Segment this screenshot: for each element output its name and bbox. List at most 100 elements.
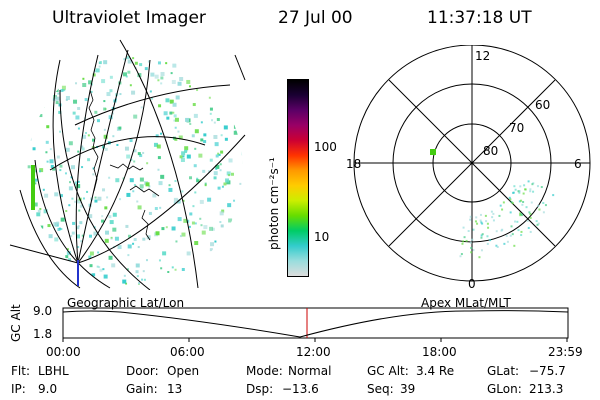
emission-pixel [208, 96, 211, 99]
polar-emission-pixel [472, 228, 475, 231]
emission-pixel [142, 151, 145, 154]
emission-pixel [225, 86, 229, 90]
emission-pixel [129, 84, 132, 87]
emission-pixel [126, 56, 130, 60]
emission-pixel [160, 267, 163, 270]
polar-emission-pixel [511, 202, 514, 205]
emission-pixel [236, 79, 240, 83]
emission-pixel [39, 114, 43, 118]
glat-label: GLat: [487, 364, 520, 378]
emission-pixel [211, 227, 215, 231]
lat-label-70: 70 [509, 121, 524, 135]
emission-pixel [56, 155, 60, 159]
emission-pixel [65, 255, 69, 259]
emission-pixel [68, 258, 72, 262]
emission-pixel [174, 137, 178, 141]
emission-pixel [98, 65, 101, 68]
emission-pixel [192, 103, 196, 107]
emission-pixel [42, 188, 45, 191]
emission-pixel [148, 211, 152, 215]
emission-pixel [59, 130, 62, 133]
emission-pixel [184, 146, 189, 151]
emission-pixel [132, 242, 135, 245]
emission-pixel [227, 275, 232, 280]
emission-pixel [240, 96, 243, 100]
emission-pixel [115, 178, 120, 183]
emission-pixel [194, 191, 197, 194]
emission-pixel [86, 275, 90, 279]
polar-emission-pixel [544, 204, 547, 207]
polar-emission-pixel [518, 191, 521, 194]
emission-pixel [173, 119, 176, 122]
polar-emission-pixel [502, 201, 505, 204]
polar-emission-pixel [489, 239, 492, 242]
emission-pixel [28, 137, 32, 141]
emission-pixel [28, 229, 33, 234]
emission-pixel [77, 150, 80, 153]
emission-pixel [217, 93, 220, 96]
emission-pixel [60, 89, 64, 93]
emission-pixel [186, 251, 191, 256]
emission-pixel [228, 158, 233, 163]
emission-pixel [62, 76, 66, 80]
seq-value: 39 [400, 382, 416, 396]
emission-pixel [174, 117, 179, 122]
emission-pixel [64, 172, 67, 175]
emission-pixel [98, 266, 101, 269]
emission-pixel [160, 76, 164, 80]
emission-pixel [86, 281, 89, 284]
emission-pixel [173, 201, 176, 204]
emission-pixel [165, 98, 170, 103]
emission-pixel [98, 61, 102, 65]
emission-pixel [84, 98, 88, 102]
emission-pixel [34, 178, 38, 182]
emission-pixel [123, 274, 126, 277]
emission-pixel [196, 179, 200, 183]
emission-pixel [126, 154, 131, 159]
emission-pixel [94, 199, 98, 203]
emission-pixel [165, 62, 168, 65]
emission-pixel [216, 118, 220, 122]
emission-pixel [79, 221, 83, 225]
emission-pixel [220, 94, 225, 99]
emission-pixel [88, 80, 93, 85]
emission-pixel [243, 153, 247, 157]
emission-pixel [62, 55, 66, 59]
emission-pixel [230, 172, 234, 176]
emission-pixel [242, 217, 243, 222]
polar-emission-pixel [524, 188, 527, 191]
emission-pixel [166, 116, 170, 120]
emission-pixel [70, 234, 73, 237]
polar-emission-pixel [509, 198, 512, 201]
emission-pixel [82, 134, 87, 139]
emission-pixel [96, 265, 99, 268]
emission-pixel [119, 198, 122, 201]
emission-pixel [127, 234, 131, 238]
glon-label: GLon: [487, 382, 522, 396]
emission-pixel [99, 268, 103, 272]
emission-pixel [160, 132, 163, 135]
polar-emission-pixel [460, 253, 463, 256]
emission-pixel [69, 181, 72, 184]
emission-pixel [174, 180, 177, 183]
polar-emission-dots [459, 180, 555, 259]
polar-emission-pixel [480, 234, 483, 237]
emission-pixel [135, 270, 139, 274]
emission-pixel [85, 131, 88, 134]
colorbar-tick-100: 100 [314, 140, 337, 154]
emission-pixel [27, 165, 31, 169]
emission-pixel [44, 193, 49, 198]
gain-value: 13 [167, 382, 183, 396]
emission-pixel [174, 268, 177, 271]
polar-emission-pixel [511, 233, 514, 236]
emission-pixel [154, 207, 158, 211]
emission-pixel [60, 217, 65, 222]
emission-pixel [108, 115, 113, 120]
polar-emission-pixel [513, 244, 516, 247]
polar-emission-pixel [538, 208, 541, 211]
emission-pixel [224, 239, 227, 242]
emission-pixel [141, 278, 144, 281]
polar-emission-pixel [475, 216, 478, 219]
xtick-1200: 12:00 [296, 345, 331, 359]
polar-emission-pixel [508, 196, 511, 199]
